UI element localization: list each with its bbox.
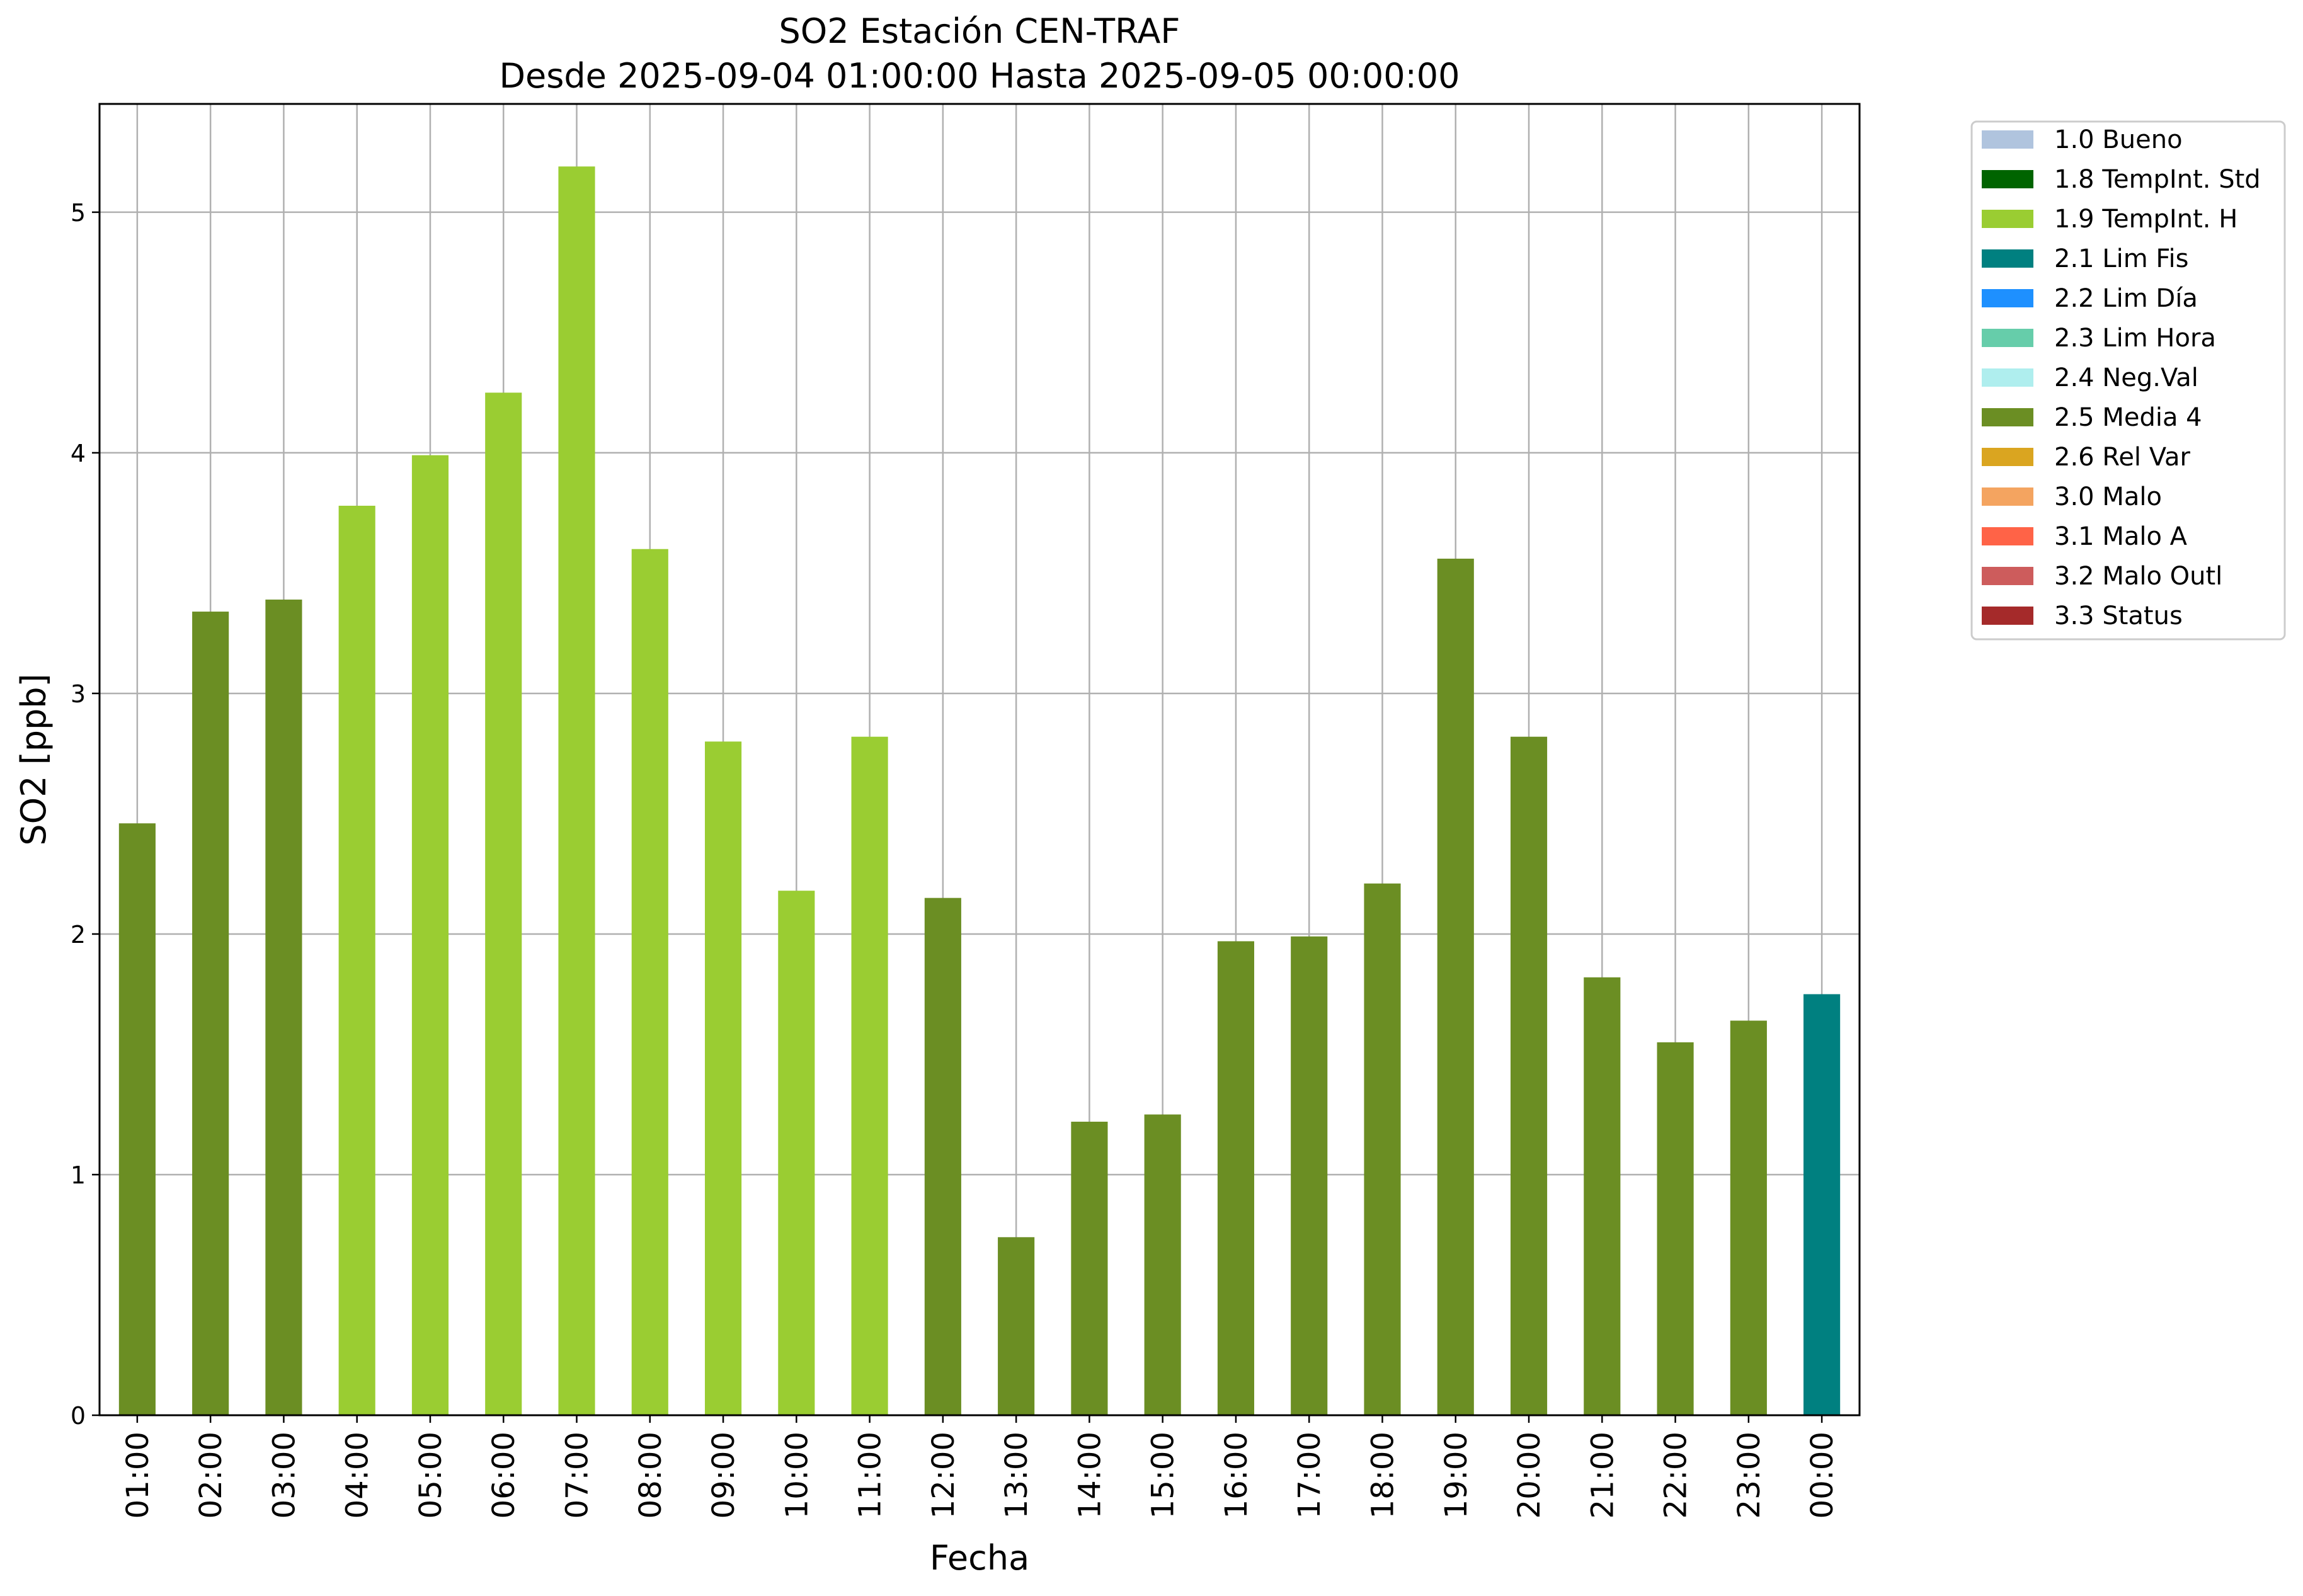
bar-16:00 <box>1217 941 1255 1415</box>
x-tick-label: 11:00 <box>853 1432 888 1519</box>
bar-19:00 <box>1437 559 1474 1415</box>
bar-09:00 <box>704 741 742 1415</box>
legend-label: 3.3 Status <box>2054 601 2183 630</box>
legend-items: 1.0 Bueno 1.8 TempInt. Std 1.9 TempInt. H 2… <box>1982 125 2261 630</box>
bar-02:00 <box>192 612 229 1415</box>
legend-swatch <box>1982 607 2033 625</box>
legend-label: 2.2 Lim Día <box>2054 284 2198 313</box>
bar-17:00 <box>1291 936 1328 1415</box>
y-tick-label: 1 <box>71 1161 86 1189</box>
legend-swatch <box>1982 130 2033 149</box>
y-axis: 0 1 2 3 4 5 <box>71 199 100 1430</box>
x-tick-label: 01:00 <box>120 1432 156 1519</box>
legend-label: 3.0 Malo <box>2054 482 2162 511</box>
x-tick-label: 05:00 <box>413 1432 449 1519</box>
bar-10:00 <box>778 891 815 1415</box>
x-tick-label: 22:00 <box>1659 1432 1694 1519</box>
x-tick-label: 14:00 <box>1072 1432 1107 1519</box>
chart-subtitle: Desde 2025-09-04 01:00:00 Hasta 2025-09-… <box>499 56 1460 96</box>
legend-label: 2.3 Lim Hora <box>2054 324 2216 353</box>
y-tick-label: 4 <box>71 440 86 467</box>
x-axis-label: Fecha <box>930 1538 1029 1578</box>
bar-03:00 <box>265 599 302 1416</box>
x-tick-label: 23:00 <box>1732 1432 1767 1519</box>
legend-swatch <box>1982 170 2033 188</box>
legend-label: 2.5 Media 4 <box>2054 403 2202 432</box>
x-tick-label: 09:00 <box>706 1432 741 1519</box>
bar-21:00 <box>1584 977 1621 1415</box>
bar-20:00 <box>1510 736 1548 1415</box>
bar-11:00 <box>851 736 888 1415</box>
x-tick-label: 07:00 <box>560 1432 595 1519</box>
x-tick-label: 00:00 <box>1805 1432 1840 1519</box>
x-tick-label: 04:00 <box>340 1432 375 1519</box>
bar-12:00 <box>924 898 961 1415</box>
x-tick-label: 13:00 <box>999 1432 1034 1519</box>
x-tick-label: 12:00 <box>926 1432 961 1519</box>
legend-label: 3.2 Malo Outl <box>2054 562 2222 591</box>
bar-23:00 <box>1730 1020 1767 1415</box>
x-tick-label: 15:00 <box>1146 1432 1181 1519</box>
chart-title: SO2 Estación CEN-TRAF <box>779 11 1180 51</box>
bar-13:00 <box>998 1237 1035 1415</box>
bar-06:00 <box>485 392 522 1415</box>
legend-swatch <box>1982 567 2033 585</box>
y-tick-label: 5 <box>71 199 86 227</box>
legend-swatch <box>1982 487 2033 506</box>
legend-swatch <box>1982 368 2033 387</box>
x-tick-label: 17:00 <box>1292 1432 1327 1519</box>
x-tick-label: 08:00 <box>633 1432 668 1519</box>
x-tick-label: 16:00 <box>1219 1432 1254 1519</box>
bar-14:00 <box>1071 1121 1108 1415</box>
legend-label: 2.4 Neg.Val <box>2054 363 2198 392</box>
legend-label: 1.0 Bueno <box>2054 125 2183 154</box>
legend-swatch <box>1982 249 2033 268</box>
bar-15:00 <box>1144 1114 1181 1415</box>
legend-label: 1.9 TempInt. H <box>2054 205 2237 234</box>
legend-label: 2.1 Lim Fis <box>2054 244 2188 273</box>
legend-label: 1.8 TempInt. Std <box>2054 165 2261 194</box>
bar-22:00 <box>1657 1042 1694 1415</box>
bars <box>118 166 1841 1416</box>
y-tick-label: 3 <box>71 680 86 708</box>
x-tick-label: 19:00 <box>1439 1432 1474 1519</box>
plot-frame <box>98 103 1861 1416</box>
x-tick-label: 02:00 <box>193 1432 229 1519</box>
legend-swatch <box>1982 289 2033 307</box>
x-tick-label: 10:00 <box>779 1432 814 1519</box>
x-tick-label: 18:00 <box>1365 1432 1400 1519</box>
y-axis-label: SO2 [ppb] <box>14 673 54 845</box>
legend: 1.0 Bueno 1.8 TempInt. Std 1.9 TempInt. H 2… <box>1970 120 2286 641</box>
legend-swatch <box>1982 408 2033 426</box>
bar-07:00 <box>558 166 595 1416</box>
legend-label: 2.6 Rel Var <box>2054 443 2191 472</box>
bar-01:00 <box>118 823 156 1415</box>
x-tick-label: 21:00 <box>1585 1432 1620 1519</box>
y-tick-label: 2 <box>71 921 86 949</box>
y-tick-label: 0 <box>71 1402 86 1430</box>
bar-04:00 <box>338 505 375 1415</box>
legend-frame <box>1970 120 2286 641</box>
legend-swatch <box>1982 448 2033 466</box>
bar-18:00 <box>1364 883 1401 1415</box>
x-axis: 01:00 02:00 03:00 04:00 05:00 06:00 07:00 08:00… <box>120 1415 1840 1519</box>
x-tick-label: 03:00 <box>266 1432 302 1519</box>
legend-swatch <box>1982 210 2033 228</box>
legend-swatch <box>1982 329 2033 347</box>
x-tick-label: 06:00 <box>486 1432 522 1519</box>
x-tick-label: 20:00 <box>1512 1432 1547 1519</box>
legend-label: 3.1 Malo A <box>2054 522 2188 551</box>
legend-swatch <box>1982 527 2033 545</box>
bar-08:00 <box>631 549 668 1416</box>
bar-00:00 <box>1803 994 1841 1415</box>
bar-05:00 <box>411 455 449 1415</box>
